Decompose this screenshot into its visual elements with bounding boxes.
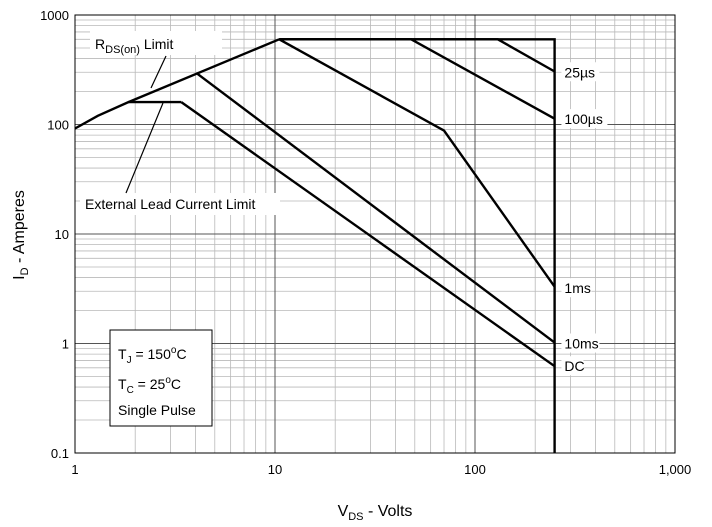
- x-axis-title: VDS - Volts: [338, 503, 413, 523]
- y-axis-title: ID - Amperes: [11, 190, 31, 280]
- junction-temperature-label: TJ = 150oC: [118, 345, 187, 366]
- conditions-box: TJ = 150oC TC = 25oC Single Pulse: [109, 329, 213, 427]
- lead-label-background: [80, 193, 280, 215]
- rds-limit-label: RDS(on) Limit: [95, 36, 174, 56]
- curve-label-background: [561, 356, 584, 376]
- annotation-layer: 25µs 100µs 1ms 10ms DC RDS(on) Limit External …: [80, 31, 608, 376]
- case-temperature-label: TC = 25oC: [118, 375, 181, 396]
- series-layer: [74, 38, 556, 453]
- lead-current-limit-label: External Lead Current Limit: [85, 196, 256, 212]
- curve-label: 1ms: [564, 280, 590, 296]
- series-line: [196, 72, 556, 344]
- curve-label-background: [561, 62, 600, 82]
- y-tick-label: 1000: [40, 8, 69, 23]
- y-tick-label: 1: [62, 337, 69, 352]
- curve-label: 25µs: [564, 64, 595, 80]
- y-tick-label: 100: [47, 118, 69, 133]
- series-line: [279, 38, 556, 453]
- curve-label-background: [561, 278, 592, 298]
- conditions-box-frame: [109, 329, 213, 427]
- series-line: [278, 38, 556, 288]
- rds-label-background: [90, 31, 222, 55]
- curve-label: 100µs: [564, 111, 602, 127]
- series-line: [180, 101, 556, 368]
- curve-label: DC: [564, 358, 584, 374]
- rds-limit-leader: [150, 55, 167, 89]
- x-tick-label: 1: [71, 462, 78, 477]
- curve-label-background: [561, 109, 608, 129]
- lead-current-leader: [125, 102, 164, 194]
- y-tick-label: 10: [55, 227, 69, 242]
- series-line: [74, 38, 280, 130]
- curve-label-background: [561, 333, 600, 353]
- curve-label: 10ms: [564, 336, 598, 352]
- x-tick-label: 1,000: [659, 462, 692, 477]
- plot-frame: [74, 14, 676, 454]
- y-tick-label: 0.1: [51, 446, 69, 461]
- x-tick-label: 100: [464, 462, 486, 477]
- single-pulse-label: Single Pulse: [118, 402, 196, 418]
- x-tick-label: 10: [268, 462, 282, 477]
